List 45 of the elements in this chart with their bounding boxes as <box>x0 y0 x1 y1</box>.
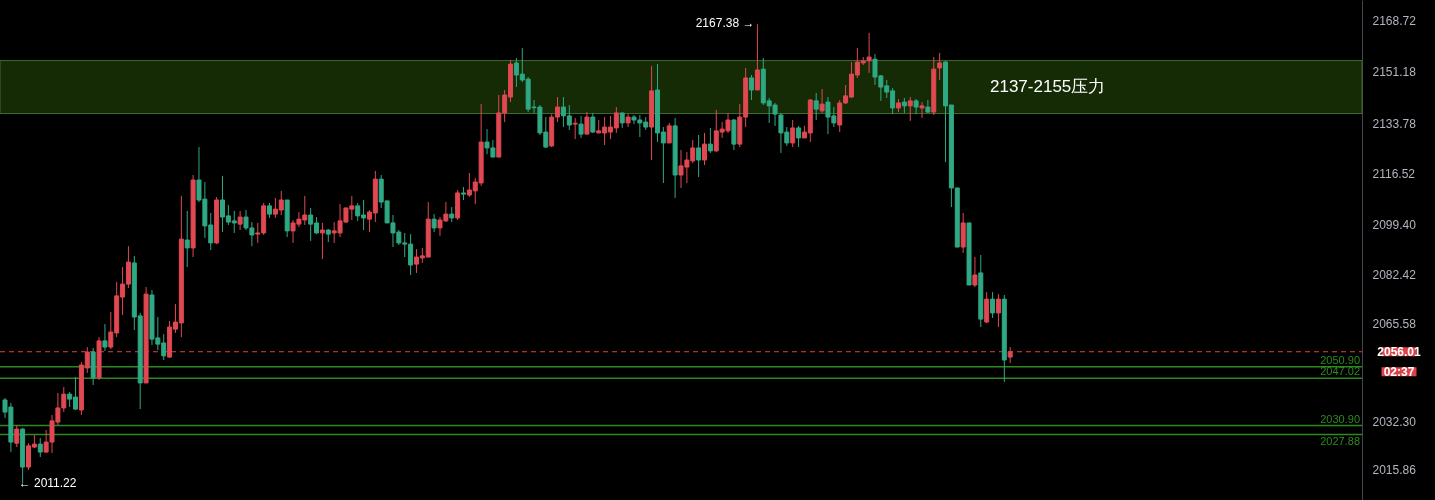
candlestick <box>584 111 590 135</box>
candlestick <box>919 101 925 119</box>
candlestick <box>37 437 43 458</box>
candlestick <box>813 92 819 121</box>
y-tick-label: 2015.86 <box>1372 463 1417 478</box>
candlestick <box>702 132 708 166</box>
candlestick <box>796 125 802 148</box>
y-tick-label: 2116.52 <box>1372 167 1416 182</box>
candlestick <box>754 23 760 91</box>
candlestick <box>984 291 990 324</box>
candlestick <box>319 222 325 260</box>
ref-line-label: 2030.90 <box>1320 412 1360 425</box>
y-tick-label: 2032.30 <box>1372 414 1417 429</box>
y-tick-label: 2151.18 <box>1372 65 1417 80</box>
candlestick <box>907 96 913 122</box>
candlestick <box>590 112 596 134</box>
candlestick <box>972 256 978 288</box>
candlestick <box>184 210 190 268</box>
y-tick-label: 2082.42 <box>1372 267 1417 282</box>
candlestick <box>790 119 796 148</box>
candlestick <box>237 210 243 231</box>
y-tick-label: 2099.40 <box>1372 217 1417 232</box>
y-tick-label: 2065.58 <box>1372 317 1417 332</box>
band-label: 2137-2155压力 <box>990 77 1106 97</box>
annotation: 2167.38 → <box>695 16 755 31</box>
candlestick <box>749 74 755 101</box>
ref-line-label: 2027.88 <box>1320 435 1360 448</box>
candlestick <box>995 293 1001 328</box>
candlestick <box>666 122 672 144</box>
y-tick-label: 2133.78 <box>1372 116 1417 131</box>
ref-line-label: 2047.02 <box>1320 365 1360 378</box>
candlestick <box>578 115 584 139</box>
annotation: ← 2011.22 <box>18 476 77 491</box>
candlestick <box>14 424 20 448</box>
candlestick <box>990 291 996 319</box>
y-tick-label: 2168.72 <box>1372 13 1417 28</box>
candlestick <box>707 127 713 154</box>
text: 02:37 <box>1383 364 1415 379</box>
candlestick <box>572 117 578 140</box>
candlestick <box>819 88 825 114</box>
candlestick <box>925 99 931 114</box>
candlestick <box>696 134 702 178</box>
candlestick <box>102 323 108 352</box>
candlestick <box>913 98 919 115</box>
ref-line-label: 2050.90 <box>1320 353 1360 366</box>
